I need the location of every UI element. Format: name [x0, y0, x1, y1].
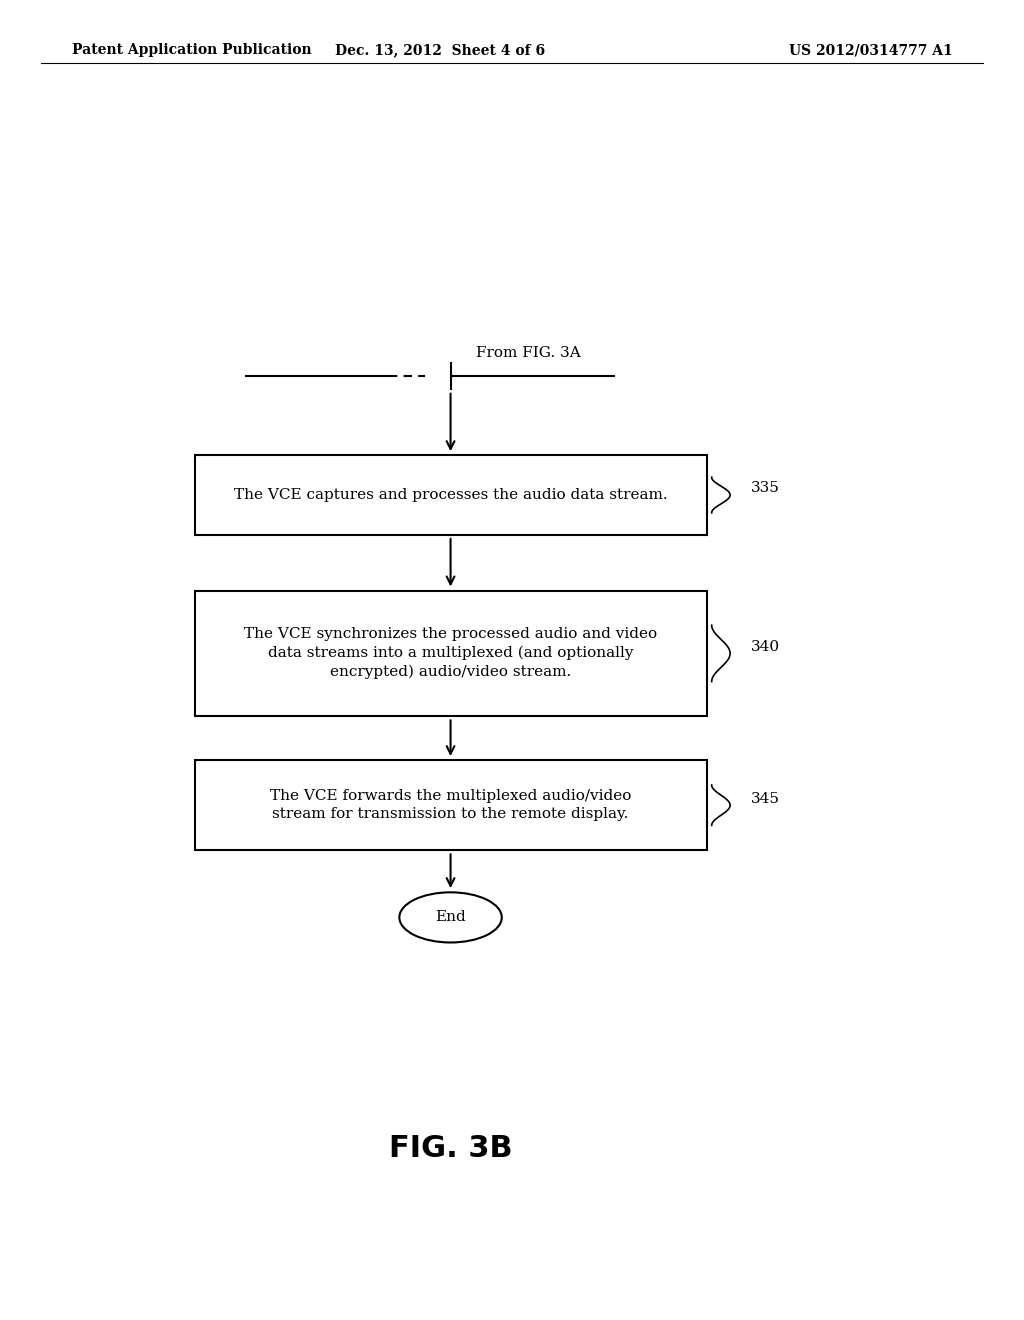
Text: Patent Application Publication: Patent Application Publication — [72, 44, 311, 57]
Text: The VCE synchronizes the processed audio and video
data streams into a multiplex: The VCE synchronizes the processed audio… — [244, 627, 657, 680]
Text: The VCE forwards the multiplexed audio/video
stream for transmission to the remo: The VCE forwards the multiplexed audio/v… — [270, 789, 631, 821]
Bar — [195, 760, 707, 850]
Text: FIG. 3B: FIG. 3B — [389, 1134, 512, 1163]
Ellipse shape — [399, 892, 502, 942]
Text: 335: 335 — [751, 482, 779, 495]
Text: US 2012/0314777 A1: US 2012/0314777 A1 — [788, 44, 952, 57]
Text: 340: 340 — [751, 640, 779, 653]
Text: From FIG. 3A: From FIG. 3A — [476, 346, 581, 360]
Text: Dec. 13, 2012  Sheet 4 of 6: Dec. 13, 2012 Sheet 4 of 6 — [335, 44, 546, 57]
Text: 345: 345 — [751, 792, 779, 805]
Text: End: End — [435, 911, 466, 924]
Bar — [195, 591, 707, 715]
Text: The VCE captures and processes the audio data stream.: The VCE captures and processes the audio… — [233, 488, 668, 502]
Bar — [195, 455, 707, 535]
